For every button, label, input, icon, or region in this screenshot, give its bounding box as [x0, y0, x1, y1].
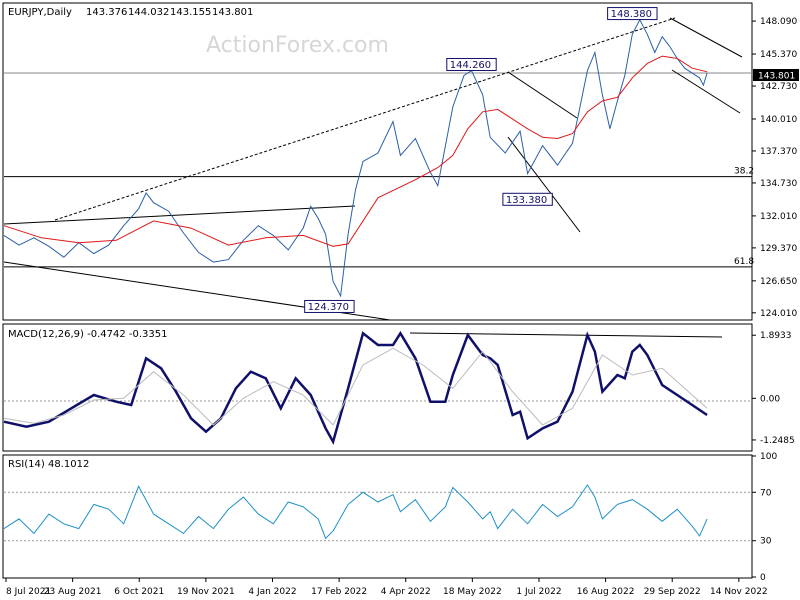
panel2-ytick-label: 0 — [760, 573, 766, 583]
price-panel-frame — [2, 2, 753, 321]
panel0-ytick-label: 129.370 — [760, 244, 797, 254]
panel0-ytick-label: 142.730 — [760, 82, 797, 92]
panel2-ytick-label: 70 — [760, 488, 772, 498]
channel-top-1 — [507, 71, 578, 119]
rsi-axis: 100 70 30 0 — [752, 452, 777, 583]
xtick-label: 18 May 2022 — [443, 587, 502, 597]
price-annotation: 133.380 — [506, 195, 547, 206]
panel0-series-0-line — [3, 18, 708, 298]
macd-title: MACD(12,26,9) -0.4742 -0.3351 — [8, 329, 168, 340]
fib-label: 61.8 — [734, 257, 754, 267]
macd-axis: 1.8933 0.00 -1.2485 — [752, 331, 795, 446]
rsi-panel: RSI(14) 48.1012 100 70 30 0 — [2, 452, 777, 583]
channel-top-2 — [669, 17, 743, 58]
price-annotation-box — [502, 192, 553, 206]
price-annotations: 148.380 144.260 133.380 124.370 — [304, 7, 658, 313]
xtick-label: 14 Nov 2022 — [710, 587, 768, 597]
panel0-ytick-label: 126.650 — [760, 277, 797, 287]
price-gridlines — [4, 72, 752, 268]
xtick-label: 17 Feb 2022 — [311, 587, 367, 597]
price-annotation: 148.380 — [611, 9, 652, 20]
last-price-marker — [753, 69, 799, 81]
price-annotation-box — [304, 299, 355, 313]
price-header-symbol: EURJPY,Daily — [8, 7, 72, 18]
macd-trendline — [409, 332, 723, 338]
xtick-label: 6 Oct 2021 — [114, 587, 164, 597]
xtick-label: 8 Jul 2021 — [6, 587, 51, 597]
macd-series — [3, 330, 708, 445]
panel2-ytick-label: 30 — [760, 537, 772, 547]
panel0-ytick-label: 148.090 — [760, 17, 797, 27]
xtick-label: 29 Sep 2022 — [644, 587, 701, 597]
panel1-series-1-line — [3, 347, 708, 426]
price-header-close: 143.801 — [212, 7, 253, 18]
price-annotation-box — [446, 57, 497, 71]
panel0-ytick-label: 140.010 — [760, 115, 797, 125]
xtick-label: 1 Jul 2022 — [516, 587, 561, 597]
panel0-ytick-label: 132.010 — [760, 212, 797, 222]
price-header-low: 143.155 — [170, 7, 211, 18]
price-series — [3, 18, 708, 298]
fib-level-labels: 38.2 61.8 — [734, 167, 754, 267]
xtick-label: 19 Nov 2021 — [177, 587, 235, 597]
price-annotation-box — [607, 7, 658, 21]
panel0-series-1-line — [3, 55, 708, 247]
rsi-title: RSI(14) 48.1012 — [8, 459, 89, 470]
price-annotation: 144.260 — [450, 60, 491, 71]
panel1-ytick-label: 0.00 — [760, 394, 780, 404]
panel0-ytick-label: 145.370 — [760, 50, 797, 60]
macd-panel-frame — [2, 323, 753, 452]
rsi-panel-frame — [2, 454, 753, 579]
panel0-ytick-label: 124.010 — [760, 309, 797, 319]
panel0-ytick-label: 134.730 — [760, 179, 797, 189]
panel2-series-0-line — [3, 484, 708, 540]
xtick-label: 16 Aug 2022 — [577, 587, 635, 597]
price-annotation: 124.370 — [308, 302, 349, 313]
xtick-label: 23 Aug 2021 — [44, 587, 102, 597]
price-axis: 148.090 145.370 142.730 140.010 137.370 134.7… — [752, 17, 797, 319]
price-panel: ActionForex.com EURJPY,Daily 143.376 144… — [2, 2, 799, 321]
panel2-ytick-label: 100 — [760, 452, 777, 462]
channel-bottom-2 — [671, 69, 741, 114]
fib-label: 38.2 — [734, 167, 754, 177]
trendline-dashed — [54, 17, 676, 221]
panel1-ytick-label: 1.8933 — [760, 331, 792, 341]
rsi-gridlines — [4, 491, 752, 542]
channel-bottom-1 — [507, 136, 581, 233]
price-header-open: 143.376 — [86, 7, 127, 18]
rsi-series — [3, 484, 708, 540]
last-price-label: 143.801 — [758, 72, 795, 82]
watermark: ActionForex.com — [206, 33, 389, 58]
macd-panel: MACD(12,26,9) -0.4742 -0.3351 1.8933 0.00… — [2, 323, 795, 452]
panel1-series-0-line — [3, 330, 708, 445]
price-header-high: 144.032 — [128, 7, 169, 18]
xtick-label: 4 Jan 2022 — [248, 587, 296, 597]
trendline-upper — [3, 205, 356, 225]
xtick-label: 4 Apr 2022 — [381, 587, 431, 597]
panel1-ytick-label: -1.2485 — [760, 436, 795, 446]
panel0-ytick-label: 137.370 — [760, 147, 797, 157]
